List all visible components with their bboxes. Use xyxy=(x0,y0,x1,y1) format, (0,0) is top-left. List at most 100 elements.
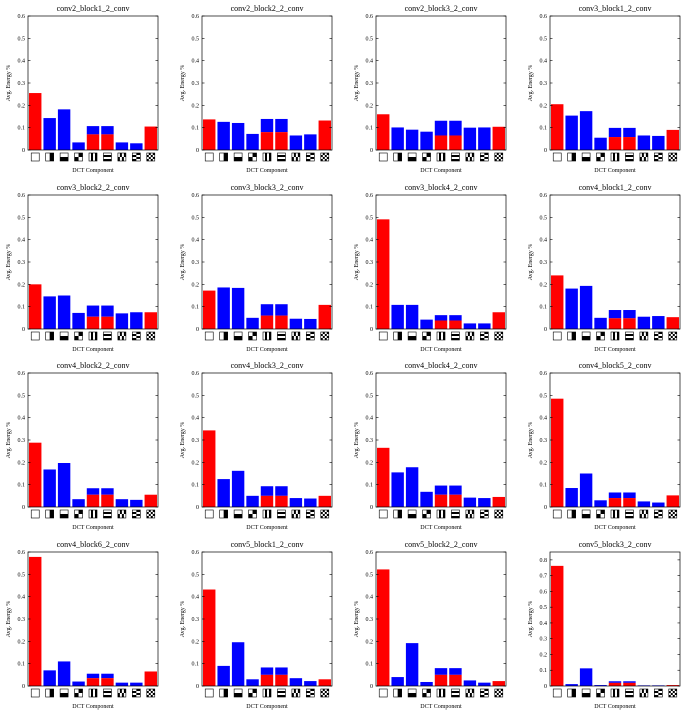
y-tick-label: 0.3 xyxy=(366,438,374,444)
dct-dc-icon xyxy=(378,688,388,698)
y-tick-label: 0.3 xyxy=(192,438,200,444)
bar-high-d11 xyxy=(72,681,85,686)
y-tick-label: 0.4 xyxy=(366,416,374,422)
bar-high-v1 xyxy=(217,479,230,507)
chart-panel-conv5_block1_2_conv: conv5_block1_2_conv 0 0.1 0.2 0.3 0.4 0.5 0.6 Av… xyxy=(174,536,348,714)
y-axis-label: Avg. Energy % xyxy=(528,422,534,459)
y-tick-label: 0.2 xyxy=(18,282,26,288)
dct-d11-icon xyxy=(248,331,257,341)
y-tick-label: 0.1 xyxy=(192,305,200,311)
dct-d12-icon xyxy=(291,152,301,162)
bar-low-v2 xyxy=(260,495,274,507)
axes-frame xyxy=(27,551,159,687)
dct-v1-icon xyxy=(219,509,228,519)
bar-low-v2 xyxy=(608,318,622,329)
chart-title: conv2_block3_2_conv xyxy=(405,4,478,13)
chart-svg: conv3_block3_2_conv 0 0.1 0.2 0.3 0.4 0.5 0.6 Av… xyxy=(180,183,333,353)
bar-low-d22 xyxy=(666,317,679,329)
dct-v1-icon xyxy=(393,509,402,519)
bar-high-h1 xyxy=(405,304,419,329)
y-tick-label: 0.1 xyxy=(366,483,374,489)
dct-h2-icon xyxy=(625,688,634,698)
bar-high-v2 xyxy=(434,315,448,321)
bar-low-dc xyxy=(377,447,390,507)
dct-h2-icon xyxy=(451,688,460,698)
y-tick-label: 0.5 xyxy=(18,572,26,578)
bar-low-dc xyxy=(377,219,390,329)
y-tick-label: 0.2 xyxy=(540,103,548,109)
bar-high-v1 xyxy=(391,304,404,329)
bar-high-v1 xyxy=(217,287,230,329)
bar-high-h2 xyxy=(275,486,288,496)
bar-low-h2 xyxy=(101,678,114,686)
bar-high-d12 xyxy=(289,678,303,686)
dct-dc-icon xyxy=(552,152,562,162)
dct-v2-icon xyxy=(262,331,272,341)
dct-h2-icon xyxy=(451,331,460,341)
dct-d21-icon xyxy=(306,331,315,341)
bar-low-dc xyxy=(551,565,564,686)
dct-h1-icon xyxy=(233,509,243,519)
dct-d11-icon xyxy=(596,152,605,162)
chart-title: conv4_block6_2_conv xyxy=(57,540,130,549)
dct-v2-icon xyxy=(436,152,446,162)
x-axis-label: DCT Component xyxy=(246,168,288,174)
dct-dc-icon xyxy=(378,509,388,519)
axes-frame xyxy=(375,551,507,687)
dct-d12-icon xyxy=(117,688,127,698)
x-axis-label: DCT Component xyxy=(594,347,636,353)
dct-h1-icon xyxy=(59,152,69,162)
bar-high-d21 xyxy=(652,316,665,329)
dct-v2-icon xyxy=(262,688,272,698)
y-tick-label: 0.1 xyxy=(192,126,200,132)
bar-high-d21 xyxy=(304,498,317,507)
dct-d12-icon xyxy=(465,688,475,698)
bar-high-h1 xyxy=(579,285,593,329)
dct-d22-icon xyxy=(668,688,678,698)
y-tick-label: 0.5 xyxy=(18,393,26,399)
bar-low-v2 xyxy=(86,678,100,686)
dct-v1-icon xyxy=(45,331,54,341)
bar-high-h2 xyxy=(275,304,288,316)
y-tick-label: 0.4 xyxy=(540,416,548,422)
bar-low-v2 xyxy=(86,316,100,329)
dct-v2-icon xyxy=(262,152,272,162)
dct-d21-icon xyxy=(306,152,315,162)
bar-high-v1 xyxy=(43,670,56,686)
bar-low-v2 xyxy=(608,682,622,686)
y-tick-label: 0.5 xyxy=(540,393,548,399)
dct-dc-icon xyxy=(30,688,40,698)
bar-low-h2 xyxy=(101,134,114,150)
y-tick-label: 0.4 xyxy=(540,621,548,627)
y-axis-label: Avg. Energy % xyxy=(354,65,360,102)
dct-d12-icon xyxy=(117,331,127,341)
y-tick-label: 0.5 xyxy=(366,215,374,221)
dct-d22-icon xyxy=(146,688,156,698)
y-tick-label: 0.5 xyxy=(192,393,200,399)
dct-dc-icon xyxy=(552,509,562,519)
y-tick-label: 0.3 xyxy=(366,81,374,87)
bar-high-d12 xyxy=(463,497,477,507)
chart-panel-conv2_block3_2_conv: conv2_block3_2_conv 0 0.1 0.2 0.3 0.4 0.5 0.6 Av… xyxy=(348,0,522,178)
y-tick-label: 0 xyxy=(196,684,199,690)
axes-frame xyxy=(549,372,681,508)
bar-high-h2 xyxy=(449,120,462,136)
bar-high-d11 xyxy=(594,317,607,329)
dct-d12-icon xyxy=(465,509,475,519)
dct-d12-icon xyxy=(639,509,649,519)
dct-dc-icon xyxy=(204,331,214,341)
bar-low-v2 xyxy=(434,320,448,329)
y-tick-label: 0 xyxy=(196,327,199,333)
bar-high-d21 xyxy=(304,134,317,150)
y-tick-label: 0.6 xyxy=(366,550,374,556)
dct-d22-icon xyxy=(146,509,156,519)
bar-low-d22 xyxy=(318,120,331,150)
dct-v1-icon xyxy=(567,152,576,162)
dct-v1-icon xyxy=(567,688,576,698)
chart-svg: conv4_block5_2_conv 0 0.1 0.2 0.3 0.4 0.5 0.6 Av… xyxy=(528,361,681,531)
dct-h1-icon xyxy=(59,331,69,341)
bar-high-v1 xyxy=(217,121,230,150)
dct-h1-icon xyxy=(581,509,591,519)
y-tick-label: 0.1 xyxy=(540,305,548,311)
chart-title: conv2_block2_2_conv xyxy=(231,4,304,13)
